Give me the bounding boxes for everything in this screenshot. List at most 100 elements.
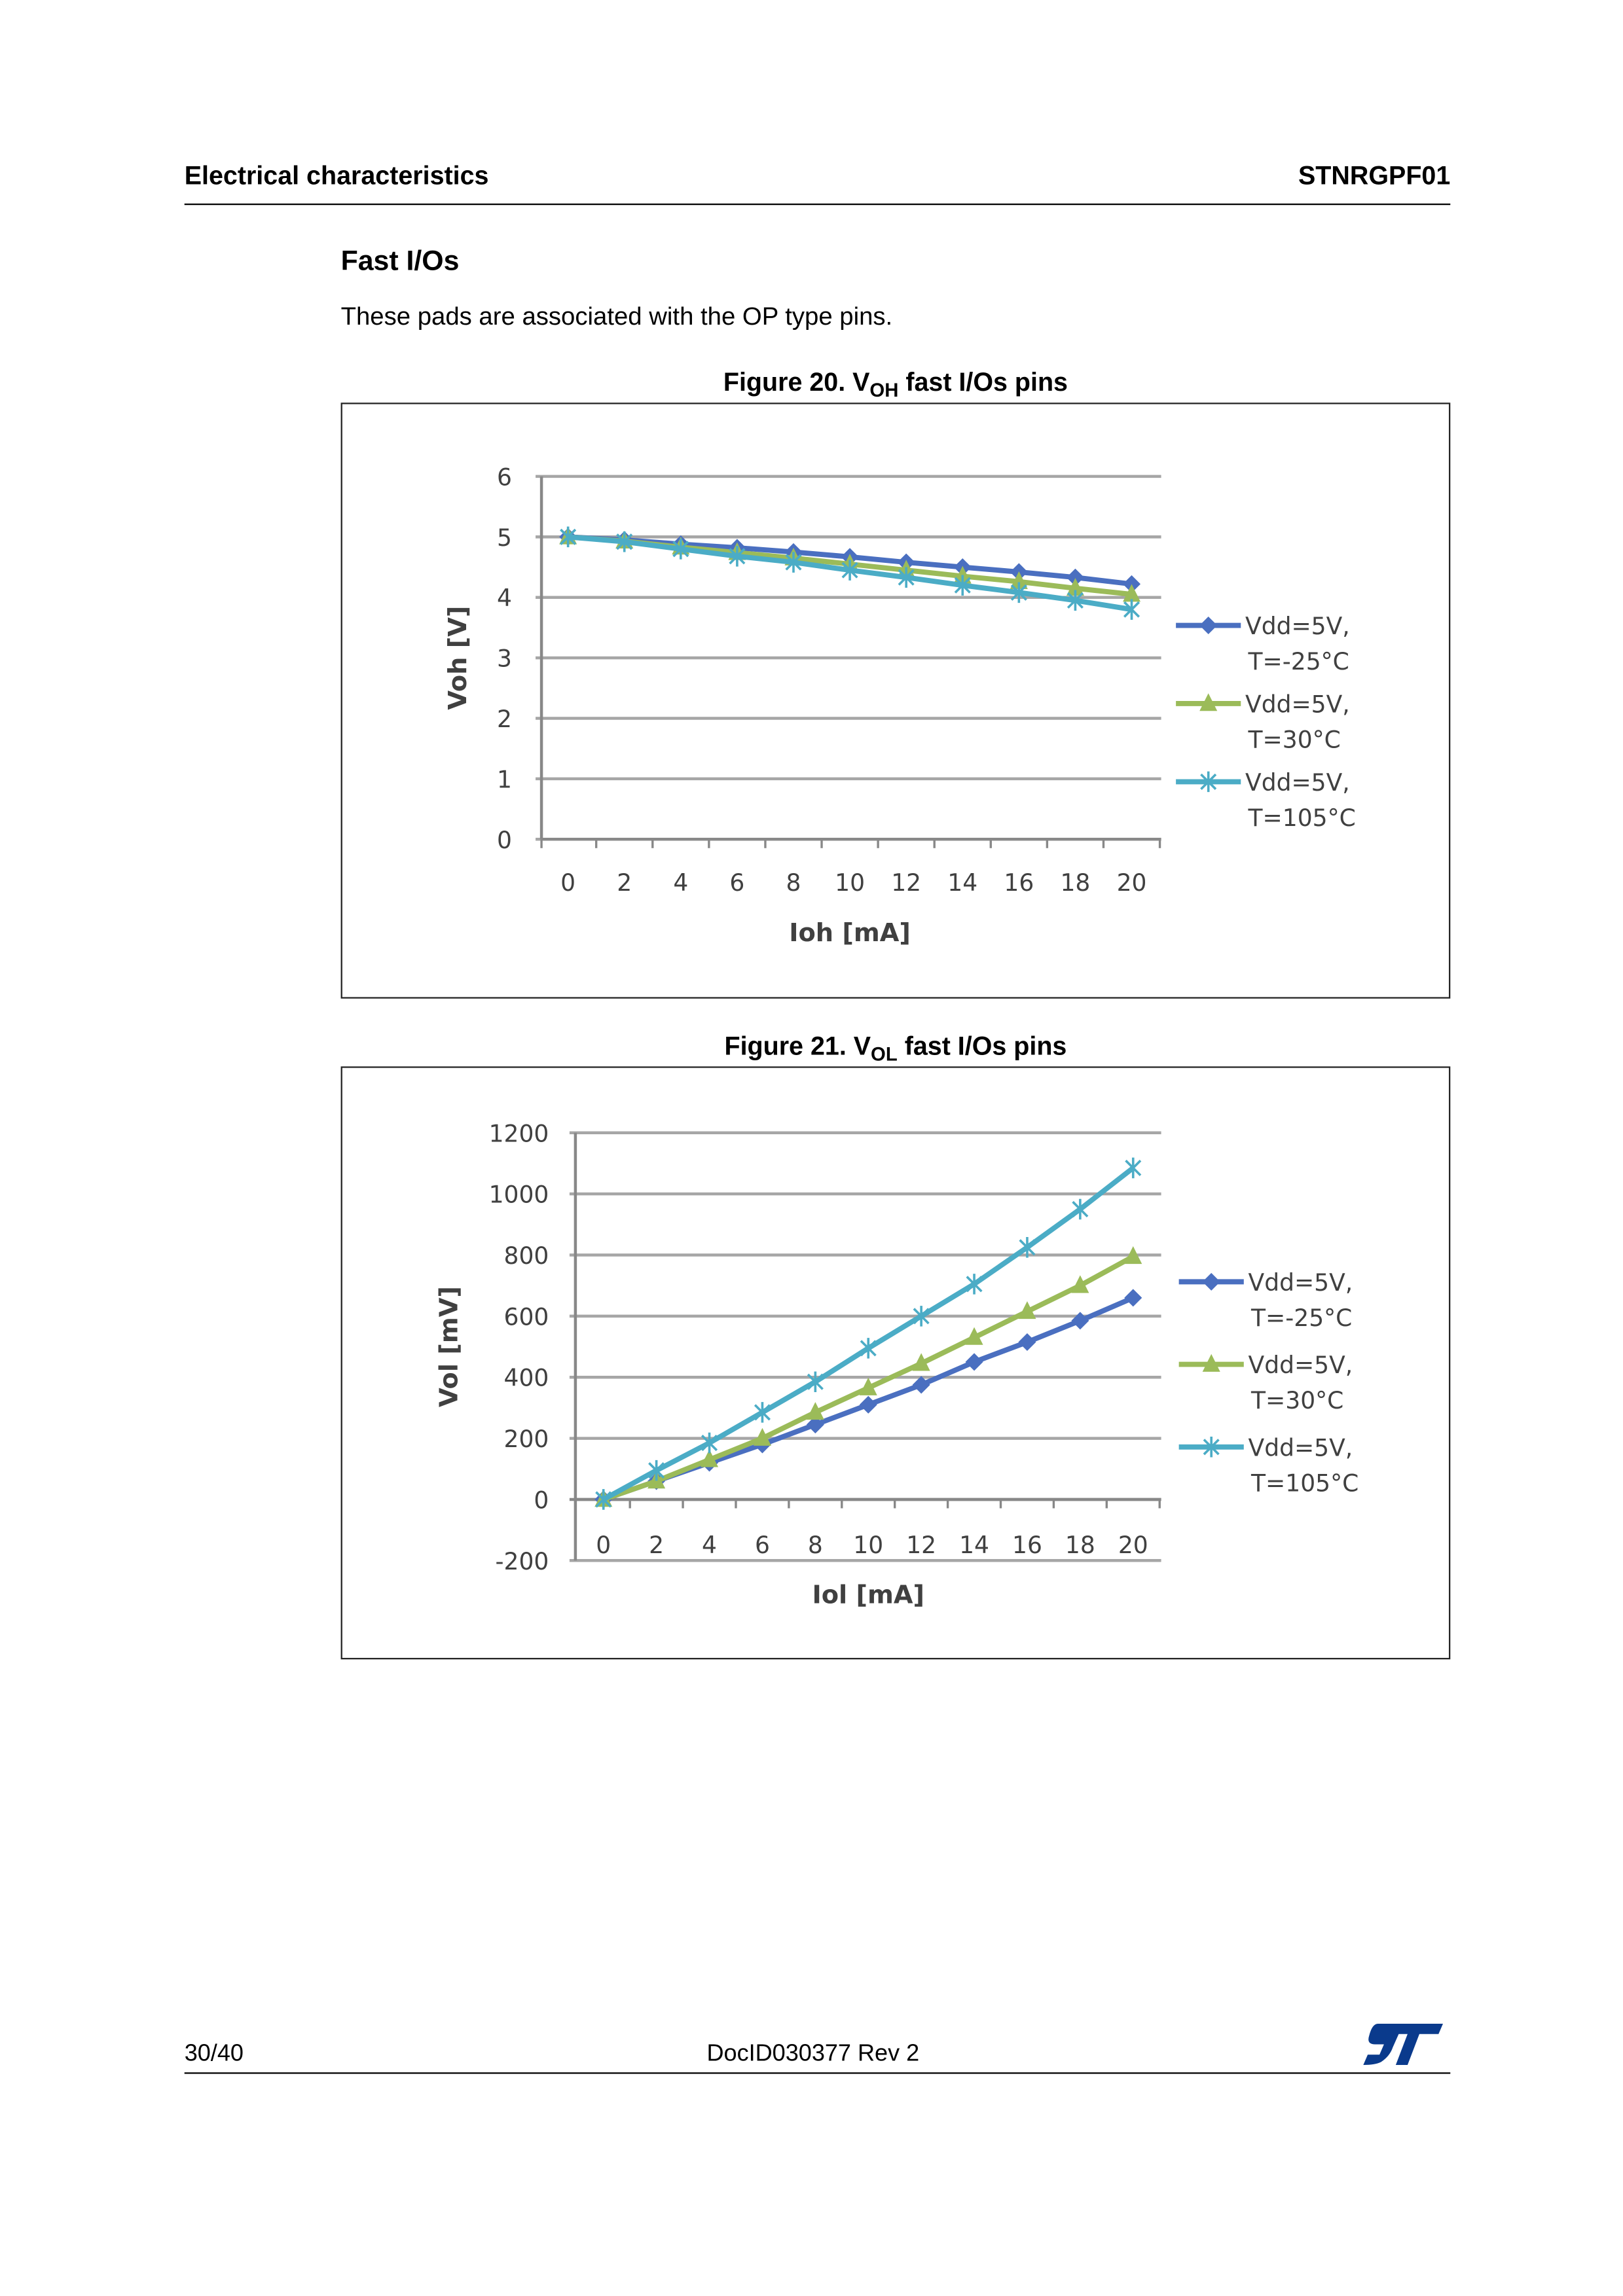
diamond-marker <box>1199 617 1218 635</box>
header-rule <box>184 203 1451 206</box>
triangle-marker <box>953 565 972 584</box>
x-axis-title: Ioh [mA] <box>789 918 911 948</box>
figure-20-caption: Figure 20. VOH fast I/Os pins <box>341 367 1451 401</box>
x-tick-label: 18 <box>1065 1532 1095 1559</box>
y-tick-label: -200 <box>496 1548 549 1575</box>
asterisk-marker <box>1200 771 1217 793</box>
asterisk-marker <box>648 1460 665 1481</box>
triangle-marker <box>1066 578 1084 596</box>
x-tick-label: 6 <box>755 1532 770 1559</box>
x-tick-label: 4 <box>702 1532 717 1559</box>
x-tick-label: 2 <box>617 869 632 897</box>
legend-label: Vdd=5V, <box>1245 769 1350 797</box>
legend-label: T=105°C <box>1250 1469 1359 1497</box>
x-tick-label: 6 <box>729 869 744 897</box>
caption-subscript: OL <box>871 1043 898 1066</box>
asterisk-marker <box>616 531 633 552</box>
x-tick-label: 12 <box>906 1532 936 1559</box>
asterisk-marker <box>1019 1237 1036 1258</box>
legend-label: Vdd=5V, <box>1249 1269 1353 1297</box>
asterisk-marker <box>860 1338 877 1359</box>
x-tick-label: 16 <box>1012 1532 1042 1559</box>
y-tick-label: 3 <box>497 645 512 673</box>
asterisk-marker <box>913 1306 930 1327</box>
diamond-marker <box>859 1395 877 1414</box>
asterisk-marker <box>841 560 858 581</box>
y-tick-label: 0 <box>534 1486 549 1514</box>
x-tick-label: 14 <box>959 1532 989 1559</box>
asterisk-marker <box>954 575 971 596</box>
diamond-marker <box>1018 1333 1036 1352</box>
y-tick-label: 2 <box>497 706 512 733</box>
x-tick-label: 20 <box>1117 869 1147 897</box>
triangle-marker <box>1199 693 1218 711</box>
asterisk-marker <box>1067 590 1084 611</box>
diamond-marker <box>1071 1312 1089 1330</box>
y-tick-label: 200 <box>504 1426 549 1453</box>
asterisk-marker <box>1123 599 1140 620</box>
y-tick-label: 800 <box>504 1242 549 1270</box>
triangle-marker <box>753 1427 771 1446</box>
section-title: Fast I/Os <box>340 246 460 278</box>
asterisk-marker <box>1125 1157 1142 1179</box>
caption-suffix: fast I/Os pins <box>897 1031 1067 1061</box>
caption-prefix: Figure 20. V <box>723 367 870 397</box>
asterisk-marker <box>672 539 689 560</box>
triangle-marker <box>1010 571 1028 589</box>
asterisk-marker <box>785 552 802 573</box>
vol-chart-svg: -200 0 200 400 600 800 1000 1200 0 2 4 6 8 10 12 14 16 18… <box>435 1120 1359 1609</box>
y-axis-title: Vol [mV] <box>435 1286 464 1407</box>
asterisk-marker <box>729 546 746 567</box>
asterisk-marker <box>1072 1198 1089 1220</box>
x-tick-label: 16 <box>1004 869 1034 897</box>
section-paragraph: These pads are associated with the OP ty… <box>340 302 893 331</box>
x-tick-label: 10 <box>853 1532 883 1559</box>
diamond-marker <box>1202 1272 1220 1291</box>
y-tick-label: 4 <box>497 584 512 612</box>
y-axis-title: Voh [V] <box>443 606 473 710</box>
x-tick-label: 8 <box>808 1532 823 1559</box>
legend-label: Vdd=5V, <box>1249 1352 1353 1379</box>
asterisk-marker <box>560 526 577 548</box>
x-tick-label: 14 <box>947 869 977 897</box>
diamond-marker <box>912 1376 930 1394</box>
legend-label: Vdd=5V, <box>1245 613 1350 640</box>
asterisk-marker <box>966 1274 983 1295</box>
legend-label: T=105°C <box>1248 804 1356 832</box>
caption-prefix: Figure 21. V <box>724 1031 871 1061</box>
x-tick-label: 4 <box>673 869 688 897</box>
figure-20-chart: 0 1 2 3 4 5 6 0 2 4 6 8 10 12 14 16 18 20 Ioh [mA] Voh [V] V… <box>340 403 1451 999</box>
page-number: 30/40 <box>184 2041 244 2067</box>
asterisk-marker <box>1010 582 1027 603</box>
y-tick-label: 0 <box>497 827 512 854</box>
legend-label: T=30°C <box>1248 726 1341 754</box>
triangle-marker <box>701 1449 719 1467</box>
caption-suffix: fast I/Os pins <box>898 367 1068 397</box>
x-tick-label: 20 <box>1118 1532 1148 1559</box>
figure-21-chart: -200 0 200 400 600 800 1000 1200 0 2 4 6 8 10 12 14 16 18… <box>340 1066 1451 1660</box>
triangle-marker <box>1018 1301 1036 1319</box>
y-tick-label: 1200 <box>489 1120 549 1147</box>
diamond-marker <box>1066 568 1084 586</box>
asterisk-marker <box>807 1371 824 1392</box>
st-logo <box>1363 2023 1444 2066</box>
legend-label: T=30°C <box>1250 1387 1343 1414</box>
header-section-title: Electrical characteristics <box>184 160 489 190</box>
legend-label: T=-25°C <box>1248 648 1349 675</box>
triangle-marker <box>965 1327 983 1345</box>
asterisk-marker <box>1203 1437 1220 1458</box>
triangle-marker <box>859 1377 877 1395</box>
legend-label: T=-25°C <box>1250 1304 1352 1332</box>
triangle-marker <box>806 1402 824 1420</box>
y-tick-label: 1000 <box>489 1181 549 1209</box>
caption-subscript: OH <box>869 379 899 401</box>
x-tick-label: 2 <box>649 1532 664 1559</box>
x-tick-label: 8 <box>786 869 801 897</box>
diamond-marker <box>1124 1289 1142 1307</box>
y-tick-label: 600 <box>504 1303 549 1331</box>
y-tick-label: 400 <box>504 1365 549 1392</box>
x-tick-label: 0 <box>596 1532 611 1559</box>
y-tick-label: 5 <box>497 524 512 552</box>
triangle-marker <box>912 1353 930 1371</box>
